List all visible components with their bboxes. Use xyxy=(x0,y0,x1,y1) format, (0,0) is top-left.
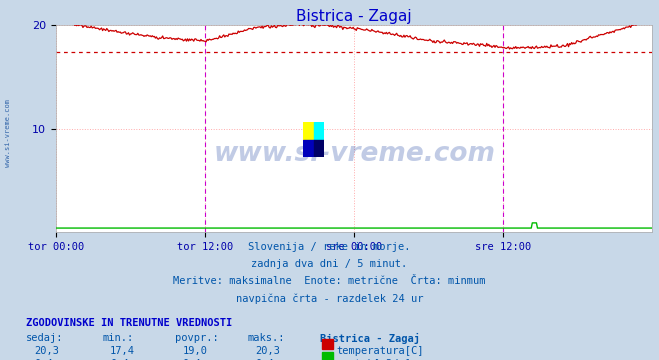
Text: Slovenija / reke in morje.: Slovenija / reke in morje. xyxy=(248,242,411,252)
Text: maks.:: maks.: xyxy=(247,333,285,343)
Bar xyxy=(303,140,314,157)
Text: temperatura[C]: temperatura[C] xyxy=(336,346,424,356)
Text: 0,4: 0,4 xyxy=(183,359,201,360)
Bar xyxy=(303,122,314,140)
Text: navpična črta - razdelek 24 ur: navpična črta - razdelek 24 ur xyxy=(236,294,423,304)
Text: sedaj:: sedaj: xyxy=(26,333,64,343)
Text: 17,4: 17,4 xyxy=(110,346,135,356)
Text: ZGODOVINSKE IN TRENUTNE VREDNOSTI: ZGODOVINSKE IN TRENUTNE VREDNOSTI xyxy=(26,318,233,328)
Bar xyxy=(314,140,324,157)
Text: 20,3: 20,3 xyxy=(34,346,59,356)
Text: Bistrica - Zagaj: Bistrica - Zagaj xyxy=(320,333,420,344)
Title: Bistrica - Zagaj: Bistrica - Zagaj xyxy=(297,9,412,24)
Text: Meritve: maksimalne  Enote: metrične  Črta: minmum: Meritve: maksimalne Enote: metrične Črta… xyxy=(173,276,486,287)
Text: www.si-vreme.com: www.si-vreme.com xyxy=(214,140,495,167)
Text: povpr.:: povpr.: xyxy=(175,333,218,343)
Text: min.:: min.: xyxy=(102,333,133,343)
Text: 20,3: 20,3 xyxy=(255,346,280,356)
Text: pretok[m3/s]: pretok[m3/s] xyxy=(336,359,411,360)
Text: zadnja dva dni / 5 minut.: zadnja dva dni / 5 minut. xyxy=(251,259,408,269)
Text: 0,4: 0,4 xyxy=(34,359,53,360)
Text: 19,0: 19,0 xyxy=(183,346,208,356)
Text: 0,4: 0,4 xyxy=(255,359,273,360)
Text: 0,4: 0,4 xyxy=(110,359,129,360)
Bar xyxy=(314,122,324,140)
Text: www.si-vreme.com: www.si-vreme.com xyxy=(5,99,11,167)
